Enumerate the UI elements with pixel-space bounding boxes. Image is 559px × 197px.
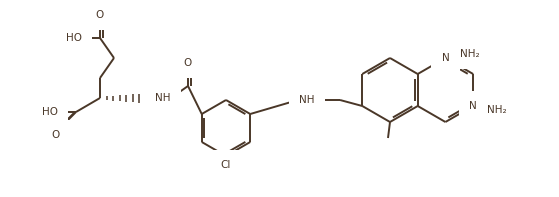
Text: HO: HO	[42, 107, 58, 117]
Text: O: O	[51, 130, 59, 140]
Text: Cl: Cl	[221, 160, 231, 170]
Text: NH₂: NH₂	[459, 49, 479, 59]
Text: NH: NH	[299, 95, 315, 105]
Text: O: O	[96, 10, 104, 20]
Text: HO: HO	[66, 33, 82, 43]
Text: NH: NH	[155, 93, 170, 103]
Text: NH₂: NH₂	[487, 105, 507, 115]
Text: O: O	[184, 58, 192, 68]
Text: N: N	[469, 101, 477, 111]
Text: N: N	[442, 53, 449, 63]
